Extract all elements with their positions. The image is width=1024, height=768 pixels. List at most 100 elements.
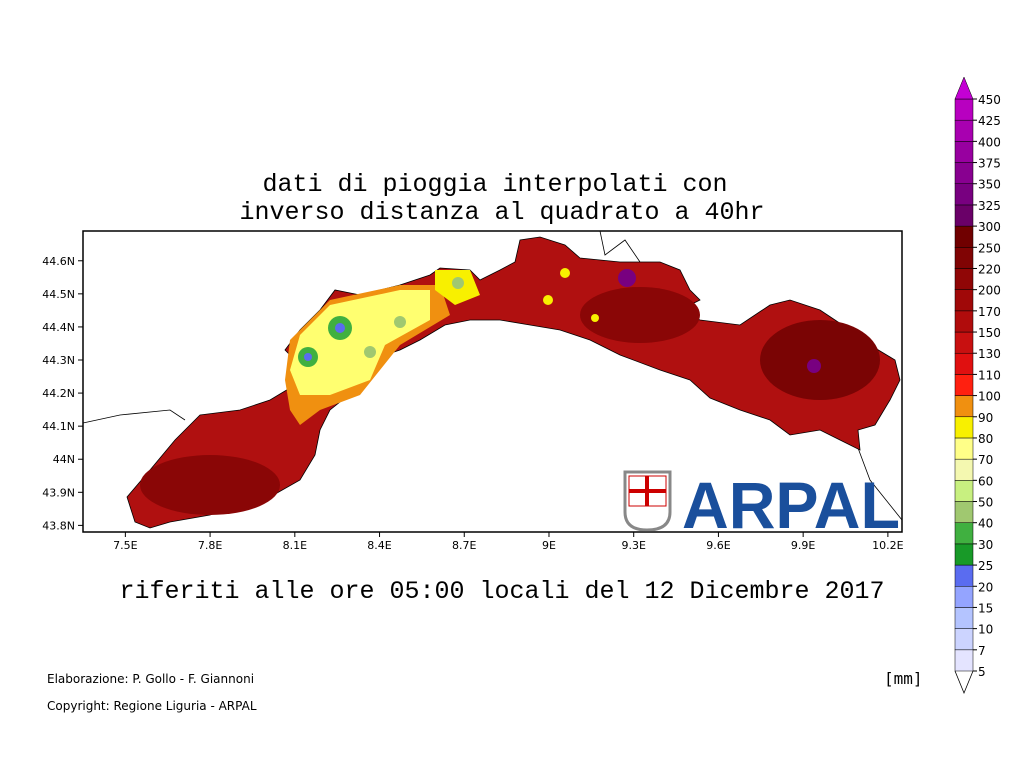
colorbar-label: 80 [978, 432, 993, 446]
colorbar-label: 5 [978, 665, 986, 679]
colorbar-box [954, 395, 974, 418]
area [591, 314, 599, 322]
colorbar-box [954, 141, 974, 163]
colorbar-label: 15 [978, 601, 993, 615]
area [543, 295, 553, 305]
colorbar-label: 50 [978, 496, 993, 510]
colorbar-label: 150 [978, 326, 1001, 340]
y-tick-label: 44.5N [42, 288, 75, 301]
border [599, 230, 641, 263]
colorbar-label: 70 [978, 453, 993, 467]
border [82, 409, 186, 424]
x-tick-label: 7.5E [113, 539, 137, 552]
colorbar-box [954, 119, 974, 142]
x-tick-label: 7.8E [198, 539, 222, 552]
logo-text: ARPAL [682, 468, 900, 542]
colorbar-box [954, 416, 974, 439]
area [452, 277, 464, 289]
footer-line: Copyright: Regione Liguria - ARPAL [47, 699, 257, 713]
x-tick-label: 10.2E [872, 539, 903, 552]
y-tick-label: 44.6N [42, 255, 75, 268]
colorbar-box [954, 289, 974, 312]
colorbar-label: 10 [978, 623, 993, 637]
colorbar-label: 100 [978, 390, 1001, 404]
colorbar-label: 400 [978, 135, 1001, 149]
colorbar-under [954, 670, 974, 695]
title-line: dati di pioggia interpolati con [262, 170, 727, 199]
x-tick-label: 8.7E [452, 539, 476, 552]
footer-line: Elaborazione: P. Gollo - F. Giannoni [47, 672, 254, 686]
colorbar-label: 30 [978, 538, 993, 552]
x-tick-label: 9E [542, 539, 556, 552]
colorbar-label: 130 [978, 347, 1001, 361]
colorbar-box [954, 331, 974, 354]
colorbar-label: 300 [978, 220, 1001, 234]
y-tick-label: 44.1N [42, 420, 75, 433]
colorbar-box [954, 522, 974, 545]
colorbar-label: 110 [978, 368, 1001, 382]
y-tick-label: 43.9N [42, 486, 75, 499]
colorbar-box [954, 458, 974, 481]
colorbar-label: 20 [978, 580, 993, 594]
colorbar-box [954, 586, 974, 608]
colorbar-box [954, 268, 974, 290]
colorbar-box [954, 480, 974, 502]
area [335, 323, 345, 333]
colorbar-box [954, 564, 974, 587]
area [618, 269, 636, 287]
coast [854, 439, 903, 521]
area [580, 287, 700, 343]
colorbar-box [954, 607, 974, 629]
colorbar-box [954, 162, 974, 184]
area [364, 346, 376, 358]
y-tick-label: 44.3N [42, 354, 75, 367]
y-tick-label: 44N [53, 453, 75, 466]
x-tick-label: 9.6E [706, 539, 730, 552]
x-tick-label: 9.9E [791, 539, 815, 552]
title-line: inverso distanza al quadrato a 40hr [239, 198, 764, 227]
area [394, 316, 406, 328]
y-tick-label: 43.8N [42, 519, 75, 532]
colorbar-label: 325 [978, 199, 1001, 213]
colorbar-box [954, 437, 974, 460]
colorbar-box [954, 310, 974, 333]
colorbar-box [954, 374, 974, 396]
colorbar-box [954, 501, 974, 523]
colorbar-label: 40 [978, 517, 993, 531]
colorbar-box [954, 225, 974, 248]
area [560, 268, 570, 278]
area [807, 359, 821, 373]
area [140, 455, 280, 515]
colorbar-box [954, 352, 974, 375]
x-tick-label: 9.3E [621, 539, 645, 552]
unit-label: [mm] [884, 669, 923, 688]
colorbar-label: 60 [978, 474, 993, 488]
colorbar-label: 425 [978, 114, 1001, 128]
colorbar-label: 200 [978, 284, 1001, 298]
colorbar-label: 450 [978, 93, 1001, 107]
colorbar-box [954, 247, 974, 269]
y-tick-label: 44.4N [42, 321, 75, 334]
y-tick-label: 44.2N [42, 387, 75, 400]
colorbar-box [954, 204, 974, 227]
map: ARPAL [82, 230, 903, 542]
colorbar-label: 170 [978, 305, 1001, 319]
subtitle: riferiti alle ore 05:00 locali del 12 Di… [119, 577, 884, 606]
colorbar-label: 90 [978, 411, 993, 425]
logo: ARPAL [623, 468, 900, 542]
colorbar-label: 7 [978, 644, 986, 658]
colorbar-label: 25 [978, 559, 993, 573]
colorbar-label: 375 [978, 157, 1001, 171]
area [290, 290, 430, 395]
colorbar-box [954, 628, 974, 651]
colorbar-label: 350 [978, 178, 1001, 192]
colorbar-over [954, 76, 974, 100]
colorbar-label: 250 [978, 241, 1001, 255]
colorbar-label: 220 [978, 262, 1001, 276]
colorbar-box [954, 543, 974, 566]
x-tick-label: 8.1E [283, 539, 307, 552]
x-tick-label: 8.4E [367, 539, 391, 552]
colorbar-box [954, 183, 974, 206]
